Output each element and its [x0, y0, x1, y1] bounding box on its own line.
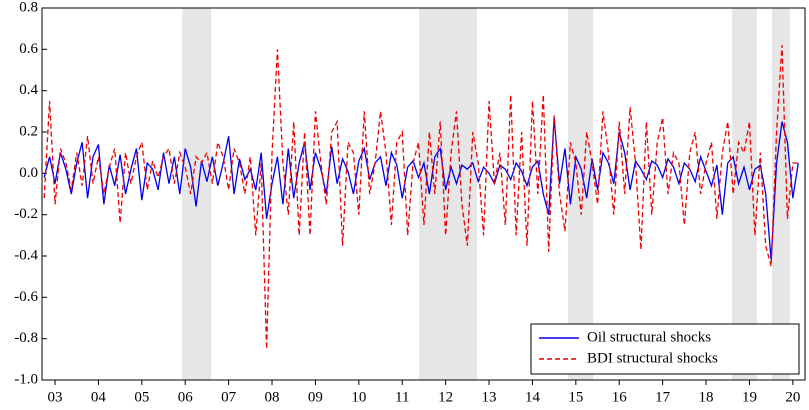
x-tick-label: 13: [482, 389, 497, 405]
x-tick-label: 14: [525, 389, 541, 405]
shaded-period: [772, 8, 790, 380]
x-tick-label: 16: [612, 389, 628, 405]
y-tick-label: -0.8: [14, 330, 38, 346]
x-tick-label: 15: [568, 389, 583, 405]
y-tick-label: 0.4: [19, 82, 38, 98]
legend-label: BDI structural shocks: [587, 350, 718, 366]
y-tick-label: 0.2: [19, 123, 38, 139]
legend-label: Oil structural shocks: [587, 329, 711, 345]
x-tick-label: 12: [438, 389, 453, 405]
x-tick-label: 17: [655, 389, 671, 405]
y-tick-label: 0.6: [19, 41, 38, 57]
x-tick-label: 19: [742, 389, 757, 405]
shaded-period: [419, 8, 477, 380]
y-tick-label: -0.6: [14, 289, 38, 305]
x-tick-label: 07: [221, 389, 237, 405]
x-tick-label: 04: [91, 389, 107, 405]
y-tick-label: -0.4: [14, 247, 38, 263]
plot-frame: [41, 7, 806, 381]
series-line: [43, 45, 799, 350]
y-tick-label: 0.0: [19, 165, 38, 181]
x-tick-label: 06: [178, 389, 194, 405]
legend-box: [530, 323, 800, 375]
shaded-period: [182, 8, 212, 380]
y-tick-label: -0.2: [14, 206, 38, 222]
x-tick-label: 08: [265, 389, 280, 405]
y-tick-label: 0.8: [19, 0, 38, 15]
x-tick-label: 11: [395, 389, 409, 405]
y-tick-label: -1.0: [14, 371, 38, 387]
x-tick-label: 03: [48, 389, 63, 405]
x-tick-label: 09: [308, 389, 323, 405]
x-tick-label: 05: [134, 389, 149, 405]
x-tick-label: 20: [785, 389, 800, 405]
x-tick-label: 10: [351, 389, 366, 405]
x-tick-label: 18: [699, 389, 714, 405]
series-line: [43, 117, 799, 261]
shaded-period: [732, 8, 757, 380]
